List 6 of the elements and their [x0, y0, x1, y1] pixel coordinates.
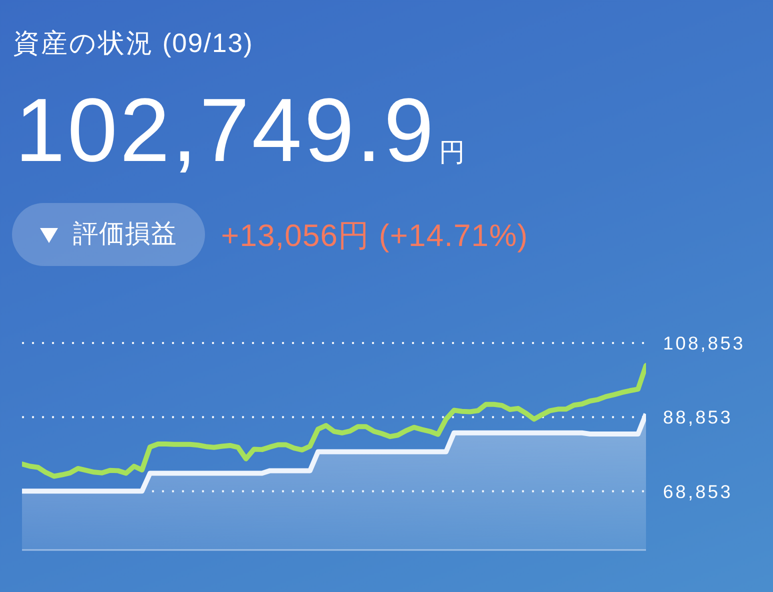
chart-title: 資産の状況 (09/13) [13, 28, 254, 58]
text: 評価損益 [73, 220, 177, 248]
y-tick-label: 108,853 [663, 332, 746, 354]
y-tick-label: 68,853 [663, 480, 733, 502]
text: +13,056円 (+14.71%) [221, 218, 528, 253]
y-tick-label: 88,853 [663, 406, 733, 428]
